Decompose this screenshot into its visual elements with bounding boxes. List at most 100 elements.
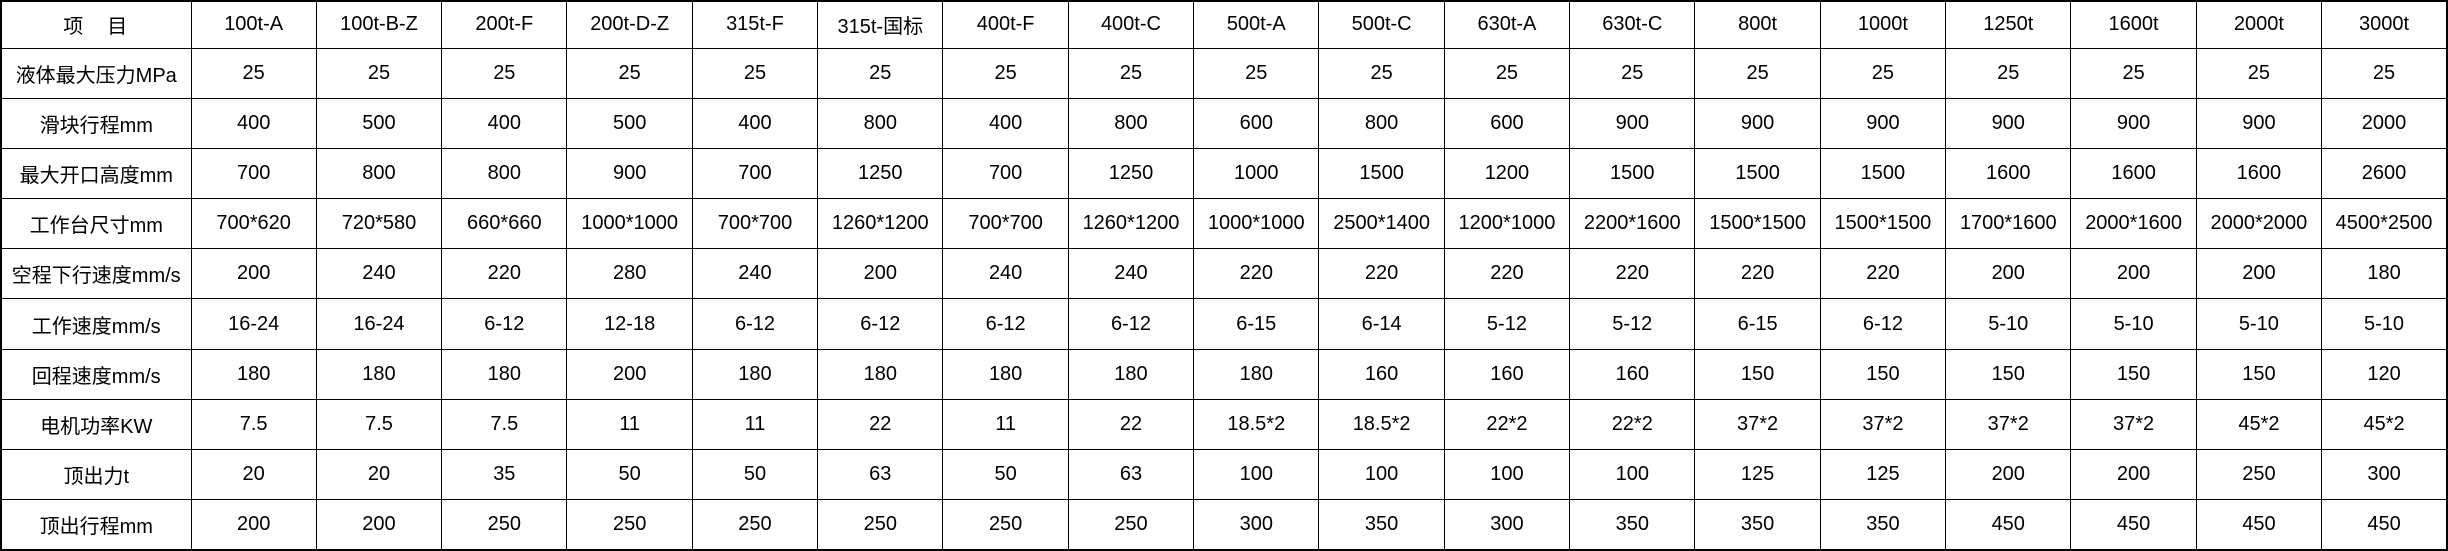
cell: 25 (1318, 47, 1445, 99)
cell: 1200*1000 (1443, 198, 1571, 250)
cell: 22 (817, 398, 944, 451)
cell: 150 (2070, 348, 2197, 400)
column-header: 500t-A (1193, 0, 1320, 49)
column-header: 1600t (2070, 0, 2197, 49)
cell: 200 (817, 248, 944, 300)
cell: 25 (691, 47, 819, 99)
column-header: 100t-B-Z (315, 0, 443, 49)
row-label: 电机功率KW (0, 398, 192, 451)
cell: 350 (1318, 499, 1445, 551)
cell: 900 (1819, 97, 1947, 149)
cell: 25 (2070, 47, 2197, 99)
column-header: 400t-C (1067, 0, 1195, 49)
cell: 5-10 (1945, 298, 2072, 350)
cell: 600 (1193, 97, 1320, 149)
cell: 4500*2500 (2321, 198, 2448, 250)
row-label: 顶出行程mm (0, 499, 192, 551)
cell: 45*2 (2195, 398, 2323, 451)
cell: 660*660 (441, 198, 568, 250)
column-header: 1250t (1945, 0, 2072, 49)
cell: 300 (1193, 499, 1320, 551)
cell: 800 (1318, 97, 1445, 149)
cell: 63 (817, 448, 944, 501)
cell: 450 (1945, 499, 2072, 551)
cell: 16-24 (315, 298, 443, 350)
cell: 25 (1569, 47, 1696, 99)
cell: 1250 (1067, 147, 1195, 200)
cell: 6-15 (1193, 298, 1320, 350)
row-label: 最大开口高度mm (0, 147, 192, 200)
column-header: 500t-C (1318, 0, 1445, 49)
cell: 125 (1819, 448, 1947, 501)
cell: 6-12 (942, 298, 1069, 350)
cell: 1000 (1193, 147, 1320, 200)
cell: 180 (441, 348, 568, 400)
cell: 6-15 (1694, 298, 1821, 350)
cell: 25 (2321, 47, 2448, 99)
cell: 1500 (1694, 147, 1821, 200)
cell: 250 (1067, 499, 1195, 551)
cell: 900 (1945, 97, 2072, 149)
cell: 220 (1318, 248, 1445, 300)
table-row: 空程下行速度mm/s 200 240 220 280 240 200 240 240 220 220… (0, 248, 2448, 300)
cell: 22*2 (1443, 398, 1571, 451)
cell: 250 (942, 499, 1069, 551)
cell: 720*580 (315, 198, 443, 250)
cell: 300 (2321, 448, 2448, 501)
table-row: 顶出行程mm 200 200 250 250 250 250 250 250 300 350 300 3… (0, 499, 2448, 551)
cell: 1500 (1819, 147, 1947, 200)
cell: 2200*1600 (1569, 198, 1696, 250)
row-label: 回程速度mm/s (0, 348, 192, 400)
cell: 800 (1067, 97, 1195, 149)
cell: 180 (817, 348, 944, 400)
cell: 25 (1694, 47, 1821, 99)
row-label: 空程下行速度mm/s (0, 248, 192, 300)
cell: 200 (2070, 248, 2197, 300)
cell: 220 (1443, 248, 1571, 300)
cell: 700 (691, 147, 819, 200)
row-label: 液体最大压力MPa (0, 47, 192, 99)
column-header: 630t-C (1569, 0, 1696, 49)
cell: 500 (315, 97, 443, 149)
table-row: 液体最大压力MPa 25 25 25 25 25 25 25 25 25 25 25 25 25 25 25 2… (0, 47, 2448, 99)
cell: 2000 (2321, 97, 2448, 149)
cell: 180 (315, 348, 443, 400)
cell: 37*2 (1694, 398, 1821, 451)
cell: 450 (2070, 499, 2197, 551)
cell: 120 (2321, 348, 2448, 400)
cell: 18.5*2 (1193, 398, 1320, 451)
table-row: 顶出力t 20 20 35 50 50 63 50 63 100 100 100 100 125 125 20… (0, 448, 2448, 501)
cell: 12-18 (566, 298, 693, 350)
cell: 450 (2321, 499, 2448, 551)
cell: 6-14 (1318, 298, 1445, 350)
cell: 100 (1443, 448, 1571, 501)
table-row: 工作台尺寸mm 700*620 720*580 660*660 1000*1000 700… (0, 198, 2448, 250)
cell: 200 (315, 499, 443, 551)
cell: 180 (2321, 248, 2448, 300)
cell: 240 (1067, 248, 1195, 300)
table-row: 最大开口高度mm 700 800 800 900 700 1250 700 1250 1000 15… (0, 147, 2448, 200)
cell: 6-12 (1067, 298, 1195, 350)
cell: 800 (441, 147, 568, 200)
header-row: 项 目 100t-A 100t-B-Z 200t-F 200t-D-Z 315t-F 315… (0, 0, 2448, 49)
cell: 6-12 (817, 298, 944, 350)
cell: 5-12 (1443, 298, 1571, 350)
table-row: 工作速度mm/s 16-24 16-24 6-12 12-18 6-12 6-12 6-12 6… (0, 298, 2448, 350)
cell: 1600 (1945, 147, 2072, 200)
cell: 35 (441, 448, 568, 501)
cell: 200 (190, 499, 317, 551)
cell: 1260*1200 (817, 198, 944, 250)
cell: 5-10 (2195, 298, 2323, 350)
cell: 600 (1443, 97, 1571, 149)
cell: 150 (1694, 348, 1821, 400)
cell: 200 (190, 248, 317, 300)
cell: 700*620 (190, 198, 317, 250)
cell: 1600 (2070, 147, 2197, 200)
cell: 20 (315, 448, 443, 501)
cell: 700 (190, 147, 317, 200)
cell: 180 (942, 348, 1069, 400)
table-row: 回程速度mm/s 180 180 180 200 180 180 180 180 180 160 16… (0, 348, 2448, 400)
cell: 1500*1500 (1694, 198, 1821, 250)
item-header: 项 目 (0, 0, 192, 49)
